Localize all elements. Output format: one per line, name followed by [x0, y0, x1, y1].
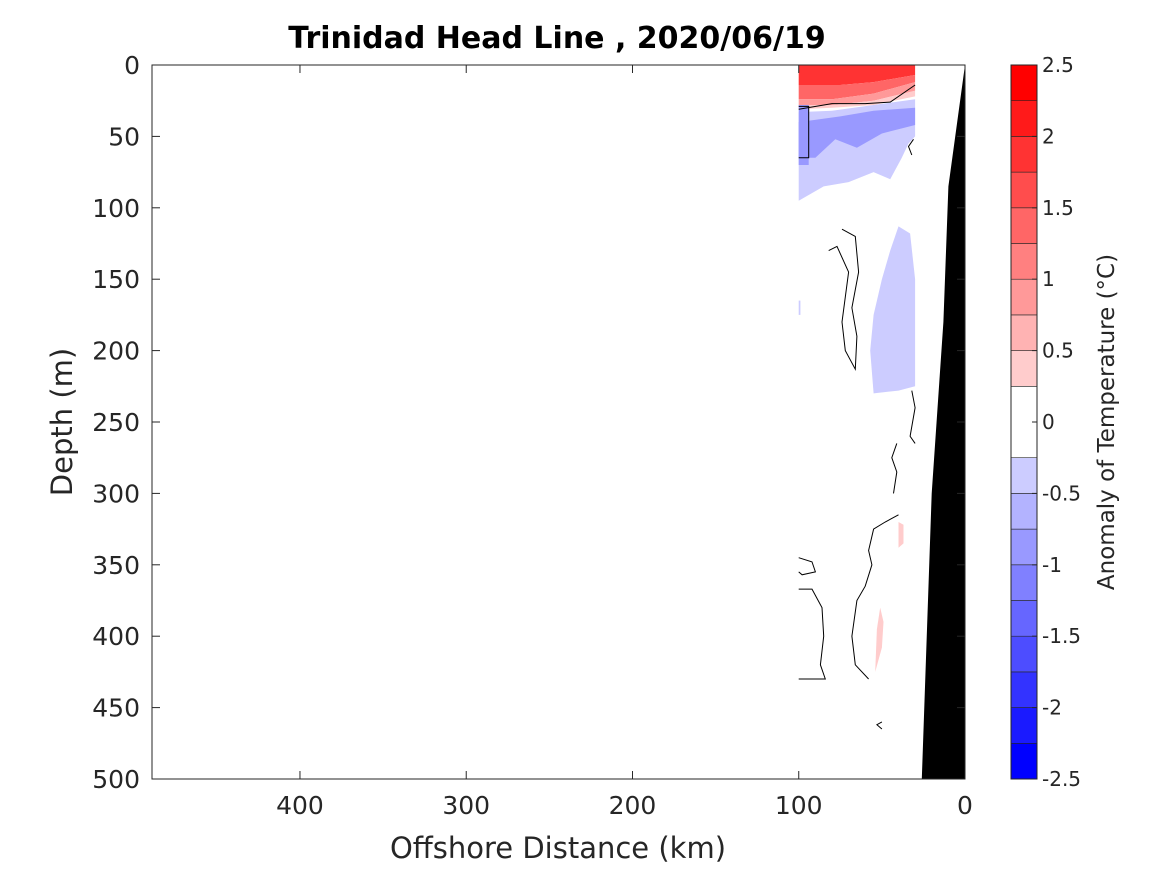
zero-contour-9: [876, 721, 883, 730]
colorbar-swatch-2: [1010, 671, 1038, 708]
colorbar-swatch-6: [1010, 528, 1038, 566]
colorbar-tick-label-1: 2: [1042, 124, 1055, 148]
colorbar-tick-label-9: -2: [1042, 696, 1062, 720]
x-axis-label: Offshore Distance (km): [390, 831, 726, 865]
y-axis-ticks: 0 50 100 150 200 250 300 350 400 450 500: [92, 51, 965, 794]
colorbar-tick-label-4: 0.5: [1042, 339, 1074, 363]
colorbar-swatch-17: [1010, 100, 1038, 137]
colorbar-swatch-5: [1010, 564, 1038, 601]
y-tick-label-0: 0: [124, 51, 140, 80]
zero-contour-6: [851, 514, 899, 680]
colorbar-tick-label-10: -2.5: [1042, 767, 1081, 791]
zero-contour-4: [909, 390, 916, 444]
colorbar-tick-label-3: 1: [1042, 267, 1055, 291]
y-tick-label-6: 300: [92, 479, 140, 508]
colorbar-swatch-12: [1010, 278, 1038, 316]
zero-contour-lines: [798, 84, 916, 730]
colorbar-swatch-11: [1010, 314, 1038, 351]
colorbar-swatch-10: [1010, 350, 1038, 387]
colorbar-swatch-14: [1010, 207, 1038, 244]
zero-contour-1: [798, 105, 810, 159]
colorbar-swatch-0: [1010, 742, 1038, 780]
y-tick-label-8: 400: [92, 622, 140, 651]
x-axis-ticks: 400 300 200 100 0: [276, 65, 973, 820]
y-axis-label: Depth (m): [45, 348, 79, 496]
colorbar-swatches: [1010, 64, 1038, 780]
colorbar-swatch-15: [1010, 171, 1038, 209]
colorbar-tick-label-2: 1.5: [1042, 196, 1074, 220]
colorbar-swatch-7: [1010, 493, 1038, 530]
zero-contour-2: [907, 139, 914, 156]
anomaly-region-10: [875, 607, 884, 672]
chart-title: Trinidad Head Line , 2020/06/19: [288, 21, 825, 56]
colorbar-tick-label-8: -1.5: [1042, 624, 1081, 648]
colorbar-swatch-8: [1010, 457, 1038, 494]
colorbar-swatch-1: [1010, 707, 1038, 744]
y-tick-label-9: 450: [92, 694, 140, 723]
colorbar-swatch-4: [1010, 600, 1038, 637]
plot-area: 400 300 200 100 0 0 50 100 150 200 250 300 350 400 45…: [92, 51, 973, 820]
anomaly-region-6: [798, 105, 809, 165]
anomaly-region-8: [798, 300, 801, 315]
anomaly-region-1: [798, 75, 916, 100]
anomaly-region-9: [898, 522, 904, 548]
y-tick-label-4: 200: [92, 337, 140, 366]
colorbar: 2.5 2 1.5 1 0.5 0 -0.5 -1 -1.5 -2 -2.5 Anomaly of …: [1010, 53, 1120, 791]
sea-floor-bathymetry: [921, 65, 965, 779]
colorbar-swatch-13: [1010, 243, 1038, 280]
colorbar-swatch-18: [1010, 64, 1038, 102]
colorbar-tick-label-7: -1: [1042, 553, 1062, 577]
x-tick-label-0: 400: [276, 791, 324, 820]
y-tick-label-10: 500: [92, 765, 140, 794]
zero-contour-5: [891, 443, 898, 494]
colorbar-swatch-3: [1010, 635, 1038, 673]
anomaly-region-7: [870, 226, 916, 394]
colorbar-tick-label-5: 0: [1042, 410, 1055, 434]
colorbar-swatch-16: [1010, 136, 1038, 173]
anomaly-filled-contours: [798, 65, 916, 672]
y-tick-label-1: 50: [108, 122, 140, 151]
zero-contour-3: [828, 228, 860, 372]
anomaly-region-2: [798, 82, 916, 105]
zero-contour-0: [798, 84, 916, 110]
y-tick-label-2: 100: [92, 194, 140, 223]
colorbar-label: Anomaly of Temperature (°C): [1094, 254, 1120, 590]
zero-contour-8: [798, 588, 827, 680]
colorbar-tick-label-0: 2.5: [1042, 53, 1074, 77]
y-tick-label-5: 250: [92, 408, 140, 437]
x-tick-label-4: 0: [957, 791, 973, 820]
colorbar-tick-label-6: -0.5: [1042, 481, 1081, 505]
x-tick-label-3: 100: [775, 791, 823, 820]
anomaly-region-5: [798, 107, 916, 158]
x-tick-label-1: 300: [442, 791, 490, 820]
x-tick-label-2: 200: [609, 791, 657, 820]
y-tick-label-7: 350: [92, 551, 140, 580]
zero-contour-7: [798, 557, 817, 576]
colorbar-ticks: 2.5 2 1.5 1 0.5 0 -0.5 -1 -1.5 -2 -2.5: [1032, 53, 1081, 791]
anomaly-region-0: [798, 65, 916, 85]
y-tick-label-3: 150: [92, 265, 140, 294]
